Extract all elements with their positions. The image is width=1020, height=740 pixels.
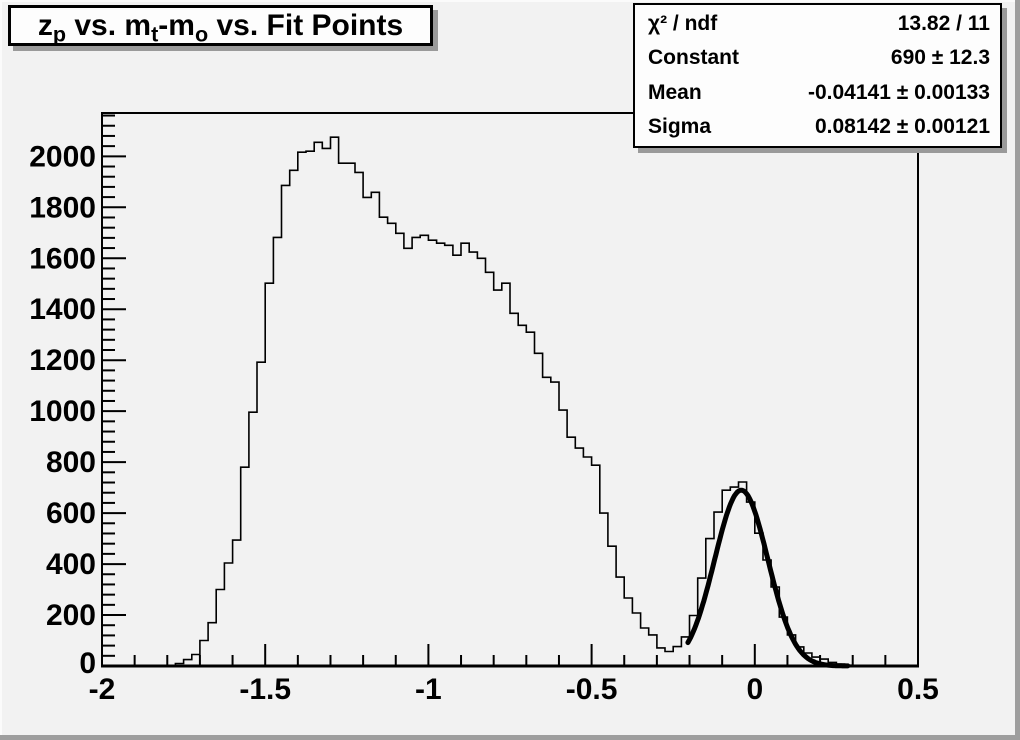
stats-value: 0.08142 ± 0.00121	[814, 114, 990, 138]
stats-label: Constant	[648, 46, 739, 70]
stats-label: χ² / ndf	[648, 12, 718, 36]
stats-row-constant: Constant 690 ± 12.3	[635, 41, 1000, 75]
stats-row-sigma: Sigma 0.08142 ± 0.00121	[635, 110, 1000, 144]
x-tick-label: -2	[89, 673, 116, 706]
y-tick-label: 2000	[29, 140, 96, 173]
y-tick-label: 0	[79, 647, 96, 680]
y-tick-label: 1400	[29, 293, 96, 326]
histogram-steps	[102, 136, 918, 667]
x-tick-label: -1	[415, 673, 442, 706]
plot-title: zp vs. mt-mo vs. Fit Points	[37, 9, 404, 47]
stats-value: 13.82 / 11	[897, 12, 990, 36]
y-tick-label: 1600	[29, 242, 96, 275]
y-tick-label: 1000	[29, 395, 96, 428]
y-tick-label: 1800	[29, 191, 96, 224]
stats-value: -0.04141 ± 0.00133	[807, 80, 990, 104]
stats-label: Sigma	[648, 114, 712, 138]
plot-title-box: zp vs. mt-mo vs. Fit Points	[8, 5, 433, 46]
stats-row-mean: Mean -0.04141 ± 0.00133	[635, 76, 1000, 110]
stats-value: 690 ± 12.3	[890, 46, 990, 70]
y-tick-label: 1200	[29, 344, 96, 377]
y-tick-label: 400	[46, 548, 96, 581]
x-tick-label: 0	[746, 673, 763, 706]
x-tick-label: -1.5	[239, 673, 291, 706]
stats-row-chi2: χ² / ndf 13.82 / 11	[635, 7, 1000, 41]
y-tick-label: 800	[46, 446, 96, 479]
stats-label: Mean	[648, 80, 702, 104]
fit-statistics-box: χ² / ndf 13.82 / 11 Constant 690 ± 12.3 …	[633, 3, 1002, 148]
x-tick-label: 0.5	[897, 673, 939, 706]
y-tick-label: 200	[46, 599, 96, 632]
y-tick-label: 600	[46, 497, 96, 530]
gaussian-fit-curve	[685, 487, 851, 669]
x-tick-label: -0.5	[566, 673, 618, 706]
